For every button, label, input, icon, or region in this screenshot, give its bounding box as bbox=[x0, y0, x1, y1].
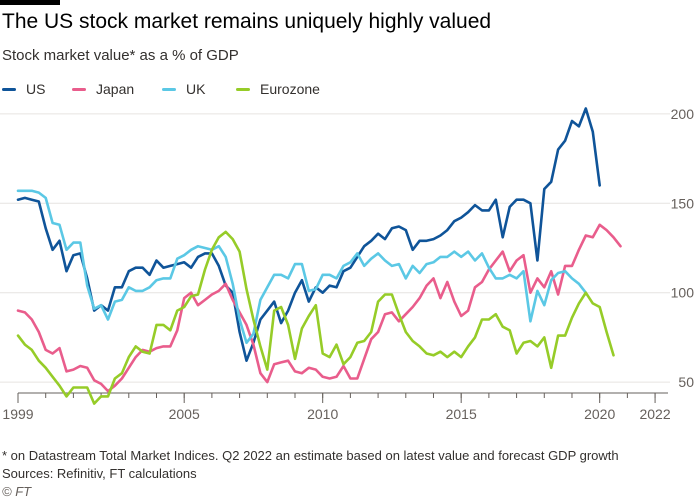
legend-swatch-uk bbox=[162, 87, 176, 91]
y-tick-label: 100 bbox=[671, 285, 695, 301]
legend-swatch-us bbox=[2, 87, 16, 91]
legend-swatch-japan bbox=[72, 87, 86, 91]
x-tick-label: 2020 bbox=[584, 406, 615, 422]
chart-subtitle: Stock market value* as a % of GDP bbox=[2, 47, 239, 64]
series-line-japan bbox=[16, 223, 622, 393]
sources-note: Sources: Refinitiv, FT calculations bbox=[2, 466, 197, 481]
legend-label-eurozone: Eurozone bbox=[260, 81, 320, 97]
footnote: * on Datastream Total Market Indices. Q2… bbox=[2, 448, 619, 463]
x-tick-label: 2005 bbox=[169, 406, 200, 422]
legend-label-uk: UK bbox=[186, 81, 206, 97]
legend-item-eurozone: Eurozone bbox=[236, 80, 320, 98]
y-tick-label: 50 bbox=[678, 374, 694, 390]
legend-item-uk: UK bbox=[162, 80, 205, 98]
x-tick-label: 2022 bbox=[639, 406, 670, 422]
series-line-uk bbox=[16, 189, 588, 345]
ft-top-rule bbox=[0, 0, 60, 5]
series-line-us bbox=[16, 107, 602, 363]
x-tick-label: 2010 bbox=[307, 406, 338, 422]
ft-credit: © FT bbox=[2, 484, 32, 499]
series-line-eurozone bbox=[16, 230, 615, 405]
y-tick-label: 150 bbox=[671, 195, 695, 211]
legend-label-us: US bbox=[26, 81, 46, 97]
chart-title: The US stock market remains uniquely hig… bbox=[2, 10, 492, 33]
legend-label-japan: Japan bbox=[96, 81, 135, 97]
y-tick-label: 200 bbox=[671, 106, 695, 122]
x-tick-label: 1999 bbox=[2, 406, 33, 422]
legend-item-us: US bbox=[2, 80, 45, 98]
legend-swatch-eurozone bbox=[236, 87, 250, 91]
x-tick-label: 2015 bbox=[446, 406, 477, 422]
legend-item-japan: Japan bbox=[72, 80, 134, 98]
